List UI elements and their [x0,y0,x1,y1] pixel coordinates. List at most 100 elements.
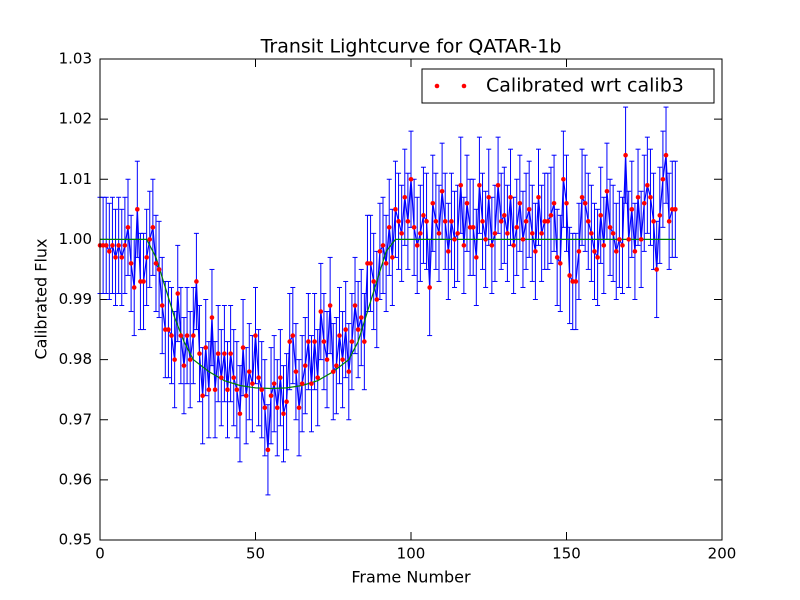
data-point [327,303,333,308]
data-point [498,219,504,224]
data-point [402,194,408,200]
data-point [265,447,271,453]
data-point [520,237,526,242]
y-tick-label: 1.00 [59,230,92,248]
data-point [632,249,638,254]
data-point [197,351,202,356]
data-point [187,357,193,362]
data-point [480,219,485,224]
data-point [536,194,541,200]
data-point [464,201,470,206]
data-line [100,155,676,450]
data-point [411,225,417,230]
data-point [122,243,128,248]
data-point [526,207,532,212]
data-point [529,231,535,236]
data-point [172,357,177,362]
data-point [424,219,429,224]
data-point [334,363,339,368]
data-point [623,152,628,158]
y-axis-label: Calibrated Flux [32,238,51,359]
data-point [629,207,635,212]
legend-marker [434,83,440,89]
data-point [147,237,153,242]
data-point [673,207,678,212]
y-tick-label: 0.98 [59,350,92,368]
data-point [284,399,289,405]
data-point [178,333,184,338]
data-point [274,405,280,411]
legend-box [421,68,715,104]
data-point [592,249,597,254]
data-point [638,237,644,242]
data-point [561,176,566,182]
data-point [349,339,355,344]
data-point [169,333,174,338]
data-point [215,351,221,356]
data-point [502,213,507,218]
data-point [613,249,619,254]
data-point [191,333,196,338]
data-point [293,369,299,374]
data-point [110,243,115,248]
data-point [626,237,631,242]
data-point [554,255,560,260]
data-point [159,303,165,308]
data-point [203,345,209,350]
data-point [573,279,579,284]
legend-label: Calibrated wrt calib3 [486,75,684,97]
data-point [200,393,205,399]
data-point [598,213,604,218]
data-point [645,182,650,188]
data-point [184,333,190,338]
data-point [595,255,600,260]
data-point [648,194,653,200]
data-point [368,261,373,266]
data-point [386,225,392,230]
data-point [228,351,233,356]
data-point [433,219,439,224]
data-point [243,393,249,399]
data-point [461,243,467,248]
data-point [225,387,230,392]
data-point [470,225,476,230]
data-point [318,309,324,314]
data-point [343,327,348,332]
x-tick-label: 0 [95,545,105,563]
data-point [508,194,513,200]
data-point [408,176,414,182]
data-point [113,255,118,260]
data-point [405,219,411,224]
x-tick-label: 50 [246,545,265,563]
data-point [141,279,146,284]
data-point [511,243,516,248]
data-point [393,207,398,212]
data-point [495,182,501,188]
x-tick-label: 100 [397,545,426,563]
data-point [486,194,492,200]
data-point [181,363,187,368]
model-line [100,238,676,390]
data-point [449,219,454,224]
data-point [557,261,563,266]
data-point [651,219,656,224]
data-point [206,387,212,392]
data-point [589,231,594,236]
chart-title: Transit Lightcurve for QATAR-1b [260,36,562,58]
data-point [514,225,520,230]
data-point [371,279,376,284]
data-point [548,213,554,218]
data-point [430,201,436,206]
data-point [533,249,538,254]
data-point [380,243,386,248]
data-point [312,339,317,344]
data-point [194,279,199,284]
data-point [107,249,112,254]
y-tick-label: 1.01 [59,170,92,188]
data-point [474,255,479,260]
data-point [116,243,121,248]
data-point [455,231,460,236]
data-point [125,225,131,230]
